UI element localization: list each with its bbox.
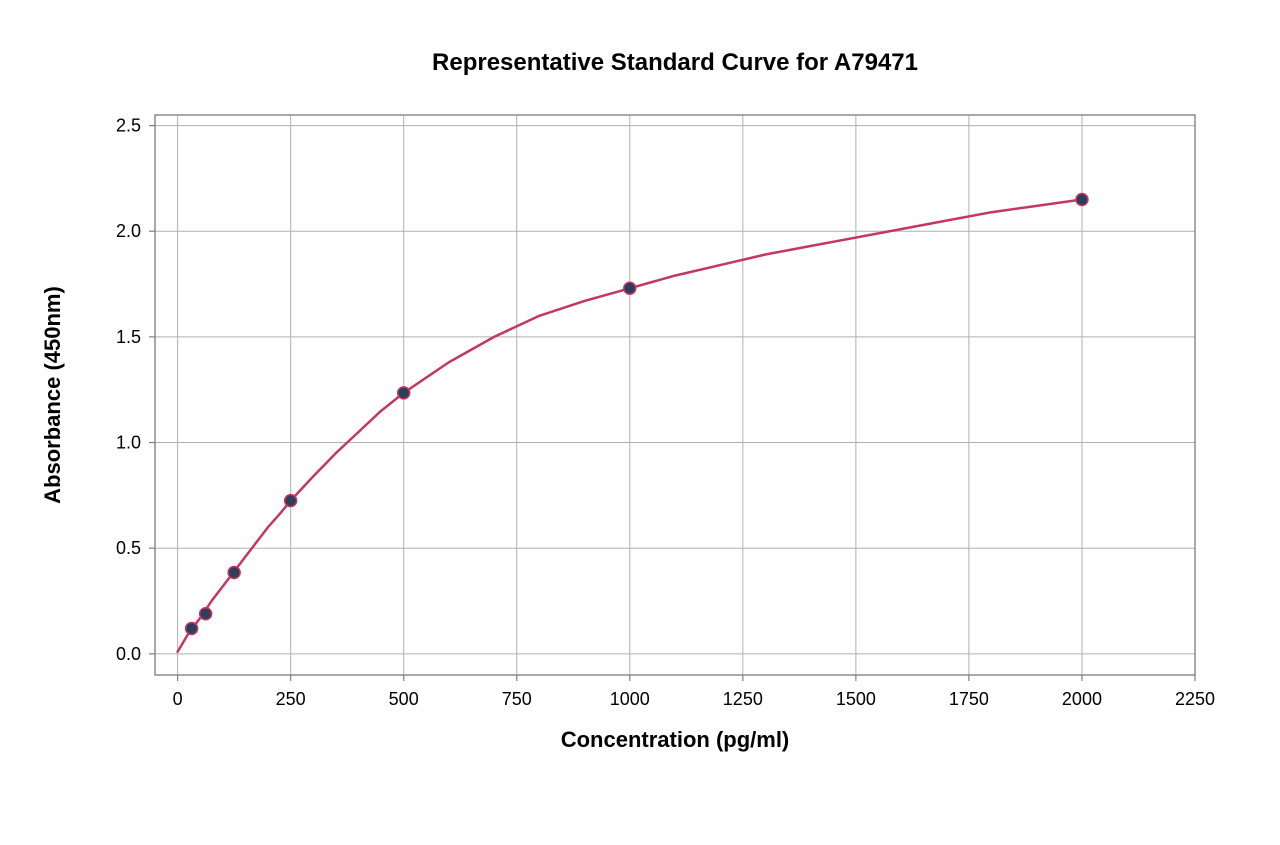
- x-tick-label: 500: [389, 689, 419, 709]
- x-tick-label: 1000: [610, 689, 650, 709]
- y-tick-label: 1.5: [116, 327, 141, 347]
- data-marker: [228, 567, 240, 579]
- data-marker: [398, 387, 410, 399]
- x-tick-label: 2250: [1175, 689, 1215, 709]
- x-tick-label: 1500: [836, 689, 876, 709]
- x-tick-label: 250: [276, 689, 306, 709]
- plot-area: [155, 115, 1195, 675]
- x-tick-label: 1250: [723, 689, 763, 709]
- y-tick-label: 0.0: [116, 644, 141, 664]
- data-marker: [1076, 194, 1088, 206]
- x-tick-label: 0: [173, 689, 183, 709]
- chart-title: Representative Standard Curve for A79471: [432, 49, 918, 76]
- x-tick-label: 1750: [949, 689, 989, 709]
- chart-svg: 0 250 500 750 1000 1250 1500 1750 2000 2250 0.0 0.5…: [0, 0, 1280, 845]
- data-marker: [624, 282, 636, 294]
- y-tick-label: 2.0: [116, 221, 141, 241]
- y-tick-label: 2.5: [116, 116, 141, 136]
- y-tick-label: 0.5: [116, 538, 141, 558]
- chart-container: 0 250 500 750 1000 1250 1500 1750 2000 2250 0.0 0.5…: [0, 0, 1280, 845]
- x-axis-label: Concentration (pg/ml): [561, 727, 790, 752]
- x-tick-label: 2000: [1062, 689, 1102, 709]
- data-marker: [285, 495, 297, 507]
- data-marker: [200, 608, 212, 620]
- data-marker: [186, 623, 198, 635]
- x-tick-label: 750: [502, 689, 532, 709]
- y-axis-label: Absorbance (450nm): [40, 286, 65, 504]
- y-tick-label: 1.0: [116, 433, 141, 453]
